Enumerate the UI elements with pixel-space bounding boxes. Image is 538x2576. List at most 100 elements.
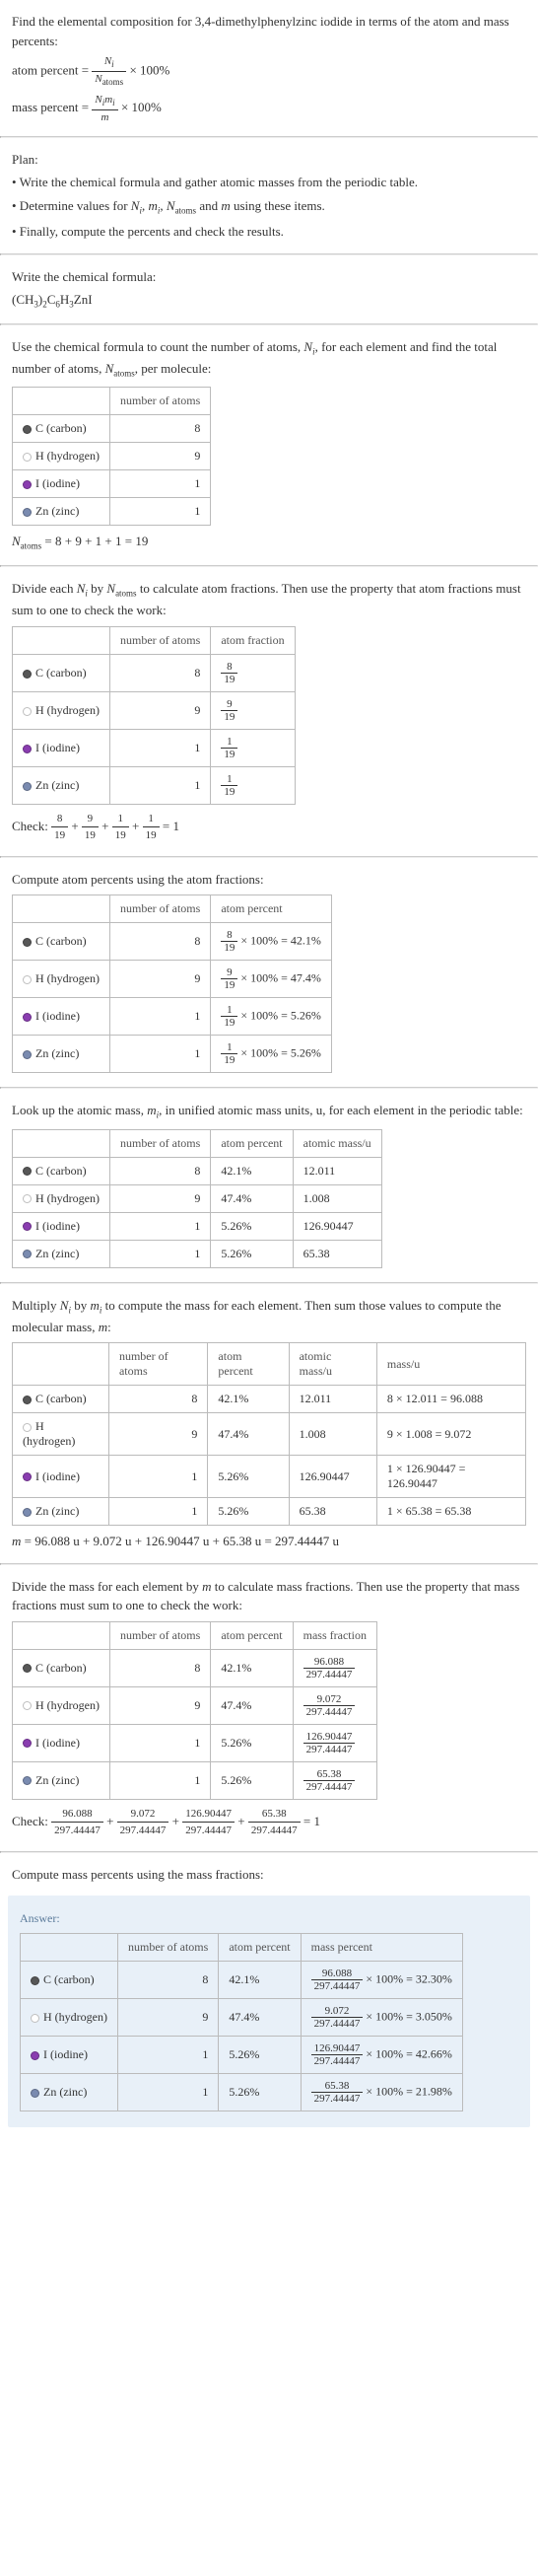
table-row: I (iodine)1119 × 100% = 5.26% [13, 998, 332, 1036]
massfrac-para: Divide the mass for each element by m to… [12, 1577, 526, 1615]
table-row: Zn (zinc)15.26%65.38297.44447 [13, 1761, 377, 1799]
element-dot [23, 1423, 32, 1432]
molmass-table: number of atomsatom percentatomic mass/u… [12, 1342, 526, 1526]
plan-bullet-1: • Write the chemical formula and gather … [12, 173, 526, 192]
cell-value: 9 [109, 691, 210, 729]
table-header-row: number of atomsatom percentmass fraction [13, 1621, 377, 1649]
element-name: Zn (zinc) [35, 1046, 79, 1060]
table-row: C (carbon)842.1%96.088297.44447 [13, 1649, 377, 1686]
atomfrac-table: number of atomsatom fraction C (carbon)8… [12, 626, 296, 805]
col-number-of-atoms: number of atoms [109, 1621, 210, 1649]
cell-fraction: 65.38297.44447 [293, 1761, 376, 1799]
cell-value: 1 [108, 1498, 207, 1526]
cell-value: 1 × 126.90447 = 126.90447 [376, 1456, 525, 1498]
element-name: C (carbon) [35, 934, 87, 948]
table-row: Zn (zinc)1 [13, 498, 211, 526]
cell-value: 9 [117, 1999, 218, 2037]
element-name: C (carbon) [43, 1972, 95, 1986]
table-row: C (carbon)8819 [13, 654, 296, 691]
element-name: I (iodine) [35, 1469, 80, 1483]
cell-value: 1 [109, 1724, 210, 1761]
element-name: I (iodine) [35, 741, 80, 754]
atompercent-table: number of atomsatom percent C (carbon)88… [12, 894, 332, 1073]
col-atom-percent: atom percent [208, 1343, 289, 1386]
element-name: Zn (zinc) [35, 1773, 79, 1787]
element-name: Zn (zinc) [35, 1247, 79, 1260]
table-row: Zn (zinc)1119 × 100% = 5.26% [13, 1036, 332, 1073]
element-name: Zn (zinc) [43, 2085, 87, 2099]
element-dot [23, 1701, 32, 1710]
atommass-section: Look up the atomic mass, mi, in unified … [0, 1089, 538, 1281]
cell-value: 65.38 [293, 1240, 381, 1267]
element-dot [23, 1472, 32, 1481]
atomfrac-check: Check: 819 + 919 + 119 + 119 = 1 [12, 811, 526, 844]
cell-value: 1 [109, 498, 210, 526]
cell-fraction: 119 [211, 729, 295, 766]
element-dot [31, 1976, 39, 1985]
cell-value: 5.26% [219, 2037, 301, 2074]
cell-value: 1 [109, 1212, 210, 1240]
cell-fraction: 9.072297.44447 [293, 1686, 376, 1724]
table-row: I (iodine) 1119 [13, 729, 296, 766]
element-dot [23, 975, 32, 984]
massfrac-section: Divide the mass for each element by m to… [0, 1565, 538, 1851]
element-name: H (hydrogen) [35, 449, 100, 463]
mass-percent-formula: mass percent = Nimim × 100% [12, 93, 526, 124]
natoms-sum: Natoms = 8 + 9 + 1 + 1 = 19 [12, 532, 526, 553]
atomfrac-para: Divide each Ni by Natoms to calculate at… [12, 579, 526, 620]
cell-value: 65.38 [289, 1498, 376, 1526]
table-row: H (hydrogen)947.4%9.072297.44447 [13, 1686, 377, 1724]
cell-value: 1 [109, 998, 210, 1036]
col-mass-u: mass/u [376, 1343, 525, 1386]
table-row: H (hydrogen)947.4%9.072297.44447 × 100% … [21, 1999, 463, 2037]
atom-percent-formula: atom percent = NiNatoms × 100% [12, 54, 526, 89]
element-dot [23, 1508, 32, 1517]
col-atom-percent: atom percent [219, 1934, 301, 1962]
cell-value: 5.26% [211, 1240, 293, 1267]
cell-value: 1 [109, 729, 210, 766]
cell-value: 5.26% [208, 1498, 289, 1526]
cell-value: 8 × 12.011 = 96.088 [376, 1386, 525, 1413]
element-name: I (iodine) [35, 1736, 80, 1750]
table-row: C (carbon)8 [13, 415, 211, 443]
element-dot [31, 2051, 39, 2060]
cell-value: 9 [108, 1413, 207, 1456]
element-dot [23, 782, 32, 791]
cell-value: 5.26% [208, 1456, 289, 1498]
cell-value: 47.4% [208, 1413, 289, 1456]
cell-fraction: 126.90447297.44447 [293, 1724, 376, 1761]
masspct-section: Compute mass percents using the mass fra… [0, 1853, 538, 1896]
cell-value: 1 [109, 470, 210, 498]
col-number-of-atoms: number of atoms [109, 895, 210, 923]
table-row: I (iodine)15.26%126.904471 × 126.90447 =… [13, 1456, 526, 1498]
cell-value: 9 [109, 443, 210, 470]
cell-value: 8 [109, 923, 210, 961]
table-row: I (iodine)15.26%126.90447297.44447 [13, 1724, 377, 1761]
table-header-row: number of atomsatom percentatomic mass/u… [13, 1343, 526, 1386]
cell-percent: 96.088297.44447 × 100% = 32.30% [301, 1962, 462, 1999]
element-name: I (iodine) [35, 1009, 80, 1023]
cell-value: 1 [109, 766, 210, 804]
cell-value: 1 [109, 1761, 210, 1799]
table-row: Zn (zinc)15.26%65.38297.44447 × 100% = 2… [21, 2074, 463, 2111]
col-mass-percent: mass percent [301, 1934, 462, 1962]
cell-value: 1.008 [293, 1184, 381, 1212]
element-name: H (hydrogen) [35, 1698, 100, 1712]
element-dot [23, 1167, 32, 1176]
element-dot [23, 1664, 32, 1673]
element-dot [23, 480, 32, 489]
formula-section: Write the chemical formula: (CH3)2C6H3Zn… [0, 255, 538, 324]
table-row: H (hydrogen)947.4%1.008 [13, 1184, 382, 1212]
masspct-para: Compute mass percents using the mass fra… [12, 1865, 526, 1885]
table-header-row: number of atomsatom percent [13, 895, 332, 923]
count-para: Use the chemical formula to count the nu… [12, 337, 526, 381]
element-dot [23, 453, 32, 462]
element-dot [23, 1194, 32, 1203]
element-name: I (iodine) [43, 2047, 88, 2061]
table-header-row: number of atomsatom percentatomic mass/u [13, 1129, 382, 1157]
element-dot [23, 745, 32, 753]
element-name: H (hydrogen) [43, 2010, 107, 2024]
cell-value: 8 [108, 1386, 207, 1413]
table-row: Zn (zinc)15.26%65.381 × 65.38 = 65.38 [13, 1498, 526, 1526]
plan-bullet-2: • Determine values for Ni, mi, Natoms an… [12, 196, 526, 218]
